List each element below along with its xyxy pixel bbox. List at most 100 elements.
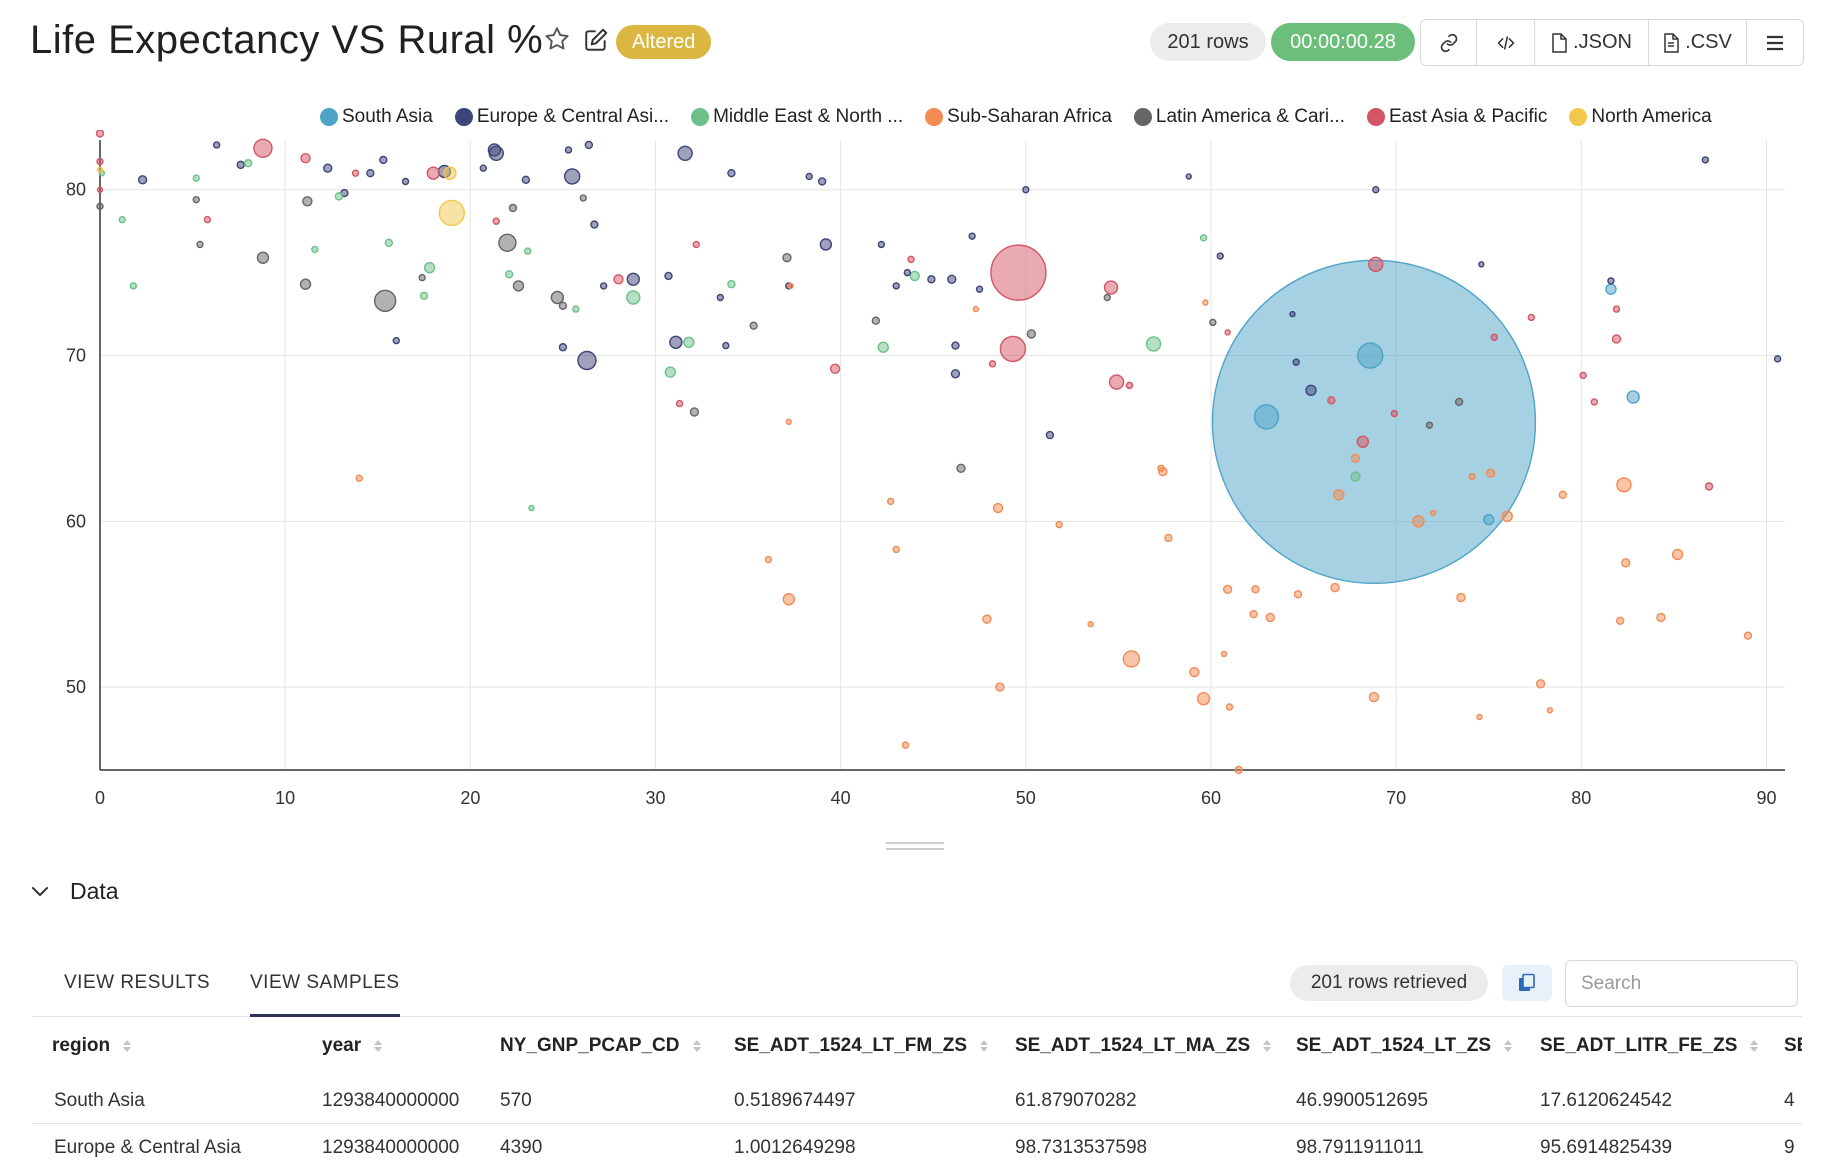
data-point (1412, 515, 1425, 528)
tab-view-results[interactable]: VIEW RESULTS (64, 972, 211, 993)
column-header[interactable]: SE_ADT_LITR_FE_ZS (1540, 1035, 1759, 1057)
column-header[interactable]: SE_ADT_1524_LT_FM_ZS (734, 1035, 989, 1057)
column-header[interactable]: SE_ADT_1524_LT_ZS (1296, 1035, 1513, 1057)
data-point (579, 194, 587, 202)
data-point (528, 504, 535, 512)
csv-label: .CSV (1685, 31, 1732, 53)
data-point (782, 253, 792, 263)
table-cell: 9 (1784, 1137, 1795, 1158)
data-point (901, 741, 910, 749)
data-point (956, 463, 966, 473)
legend-item[interactable]: Latin America & Cari... (1133, 106, 1345, 128)
table-row[interactable]: Europe & Central Asia 1293840000000 4390 1.… (32, 1125, 1802, 1170)
resize-handle[interactable] (886, 842, 944, 850)
data-point (829, 363, 841, 374)
sort-icon (692, 1040, 701, 1052)
export-json-button[interactable]: .JSON (1535, 20, 1649, 65)
legend-item[interactable]: Middle East & North ... (691, 106, 903, 128)
legend-item[interactable]: Europe & Central Asi... (454, 106, 669, 128)
data-point (550, 290, 565, 305)
table-cell: 17.6120624542 (1540, 1090, 1673, 1111)
edit-icon[interactable] (583, 27, 609, 53)
data-point (512, 280, 525, 292)
y-tick-label: 70 (66, 346, 86, 366)
legend-label: East Asia & Pacific (1388, 106, 1548, 127)
data-point (505, 270, 514, 279)
star-icon[interactable] (543, 25, 571, 53)
legend-marker (1366, 108, 1385, 126)
table-cell: South Asia (54, 1090, 145, 1111)
data-point (689, 407, 700, 417)
sort-icon (980, 1040, 989, 1052)
data-point (903, 268, 912, 277)
x-tick-label: 80 (1571, 788, 1591, 808)
data-point (1546, 707, 1554, 714)
data-point (1026, 329, 1037, 339)
data-point (1527, 313, 1536, 322)
data-point (1222, 584, 1233, 594)
data-point (950, 369, 961, 379)
export-csv-button[interactable]: .CSV (1649, 20, 1747, 65)
data-point (599, 282, 608, 290)
share-link-button[interactable] (1421, 20, 1477, 65)
column-header[interactable]: region (52, 1035, 132, 1057)
legend-item[interactable]: South Asia (320, 106, 433, 128)
file-icon (1552, 32, 1567, 53)
data-point (323, 163, 333, 173)
embed-code-button[interactable] (1477, 20, 1535, 65)
column-header[interactable]: SE (1784, 1035, 1802, 1057)
column-header[interactable]: SE_ADT_1524_LT_MA_ZS (1015, 1035, 1272, 1057)
column-header[interactable]: year (322, 1035, 383, 1057)
search-input[interactable] (1565, 960, 1798, 1007)
table-row[interactable]: South Asia 1293840000000 570 0.5189674497 61… (32, 1078, 1802, 1124)
data-point (988, 360, 997, 368)
data-point (300, 153, 311, 164)
data-point (1476, 713, 1483, 721)
data-section-toggle[interactable]: Data (30, 878, 119, 905)
data-point (692, 240, 700, 249)
tab-view-samples[interactable]: VIEW SAMPLES (250, 970, 400, 1017)
table-cell: 46.9900512695 (1296, 1090, 1429, 1111)
data-point (577, 350, 597, 371)
legend-label: Middle East & North ... (713, 106, 904, 127)
data-point (96, 157, 104, 166)
data-point (1022, 186, 1030, 194)
table-cell: 4390 (500, 1137, 543, 1158)
table-cell: Europe & Central Asia (54, 1137, 241, 1158)
data-point (1605, 283, 1617, 295)
data-point (1372, 186, 1380, 194)
data-point (253, 138, 273, 158)
data-point (819, 238, 833, 251)
data-point (492, 217, 500, 225)
data-point (392, 336, 400, 345)
data-point (951, 341, 960, 350)
data-point (995, 682, 1005, 692)
data-point (727, 280, 736, 289)
column-header[interactable]: NY_GNP_PCAP_CD (500, 1035, 702, 1057)
data-point (626, 272, 640, 286)
column-header-label: region (52, 1035, 111, 1056)
data-point (1773, 355, 1782, 363)
data-point (558, 301, 568, 310)
legend-marker (1569, 108, 1588, 126)
data-point (764, 555, 773, 564)
data-point (419, 291, 429, 301)
data-point (716, 293, 725, 302)
data-point (243, 159, 253, 168)
data-point (992, 502, 1004, 514)
legend-item[interactable]: Sub-Saharan Africa (925, 106, 1112, 128)
legend-item[interactable]: East Asia & Pacific (1366, 106, 1548, 128)
data-point (508, 203, 518, 213)
legend-item[interactable]: North America (1569, 106, 1712, 128)
chart-header: Life Expectancy VS Rural % Altered 201 r… (0, 0, 1826, 84)
data-point (1327, 396, 1336, 405)
data-point (677, 145, 693, 161)
data-point (299, 278, 312, 290)
data-point (1357, 342, 1384, 369)
copy-button[interactable] (1502, 965, 1552, 1001)
data-point (1590, 398, 1598, 406)
data-point (1704, 482, 1714, 491)
more-menu-button[interactable] (1747, 20, 1803, 65)
data-point (384, 238, 394, 247)
table-cell: 1.0012649298 (734, 1137, 856, 1158)
